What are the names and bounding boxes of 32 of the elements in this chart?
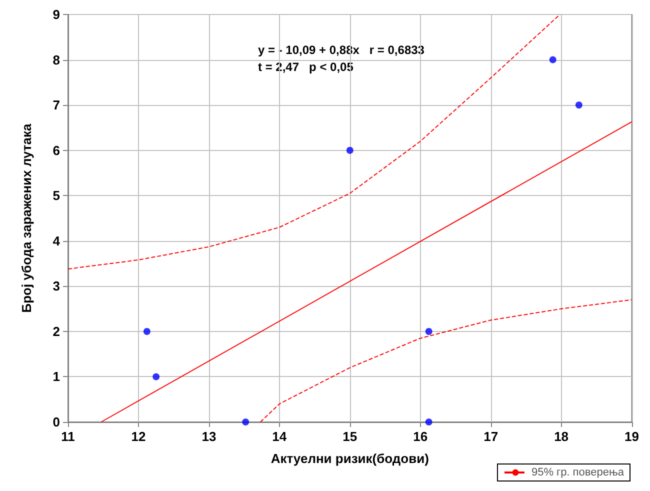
x-tick-label: 19 xyxy=(624,429,640,444)
y-tick-label: 5 xyxy=(52,188,60,204)
y-tick-label: 9 xyxy=(52,7,60,22)
x-tick-label: 16 xyxy=(413,429,428,444)
point xyxy=(425,328,432,335)
point xyxy=(242,418,250,426)
x-tick-label: 15 xyxy=(342,429,358,444)
y-tick-label: 8 xyxy=(52,52,60,68)
legend-label: 95% гр. поверења xyxy=(531,466,625,478)
y-tick-label: 1 xyxy=(52,369,60,384)
point xyxy=(152,373,160,380)
x-tick-label: 17 xyxy=(484,429,498,444)
x-tick-label: 11 xyxy=(61,429,75,444)
line-series xyxy=(68,14,560,270)
point xyxy=(143,328,150,335)
x-tick-label: 12 xyxy=(131,429,146,444)
x-tick-label: 18 xyxy=(554,429,569,444)
y-tick-label: 2 xyxy=(52,324,60,339)
x-tick-label: 14 xyxy=(272,429,288,444)
x-tick-label: 13 xyxy=(202,429,216,444)
point xyxy=(425,418,432,426)
point xyxy=(549,56,556,64)
x-axis-title: Актуелни ризик(бодови) xyxy=(270,451,429,466)
y-tick-label: 6 xyxy=(52,142,60,158)
y-tick-label: 0 xyxy=(52,414,60,430)
point xyxy=(575,102,582,109)
point xyxy=(346,146,354,154)
y-axis-title: Број убода заражених лутака xyxy=(19,122,34,313)
y-tick-label: 4 xyxy=(52,233,61,248)
y-tick-label: 3 xyxy=(52,278,60,294)
y-tick-label: 7 xyxy=(52,98,60,113)
line-series xyxy=(260,299,632,422)
